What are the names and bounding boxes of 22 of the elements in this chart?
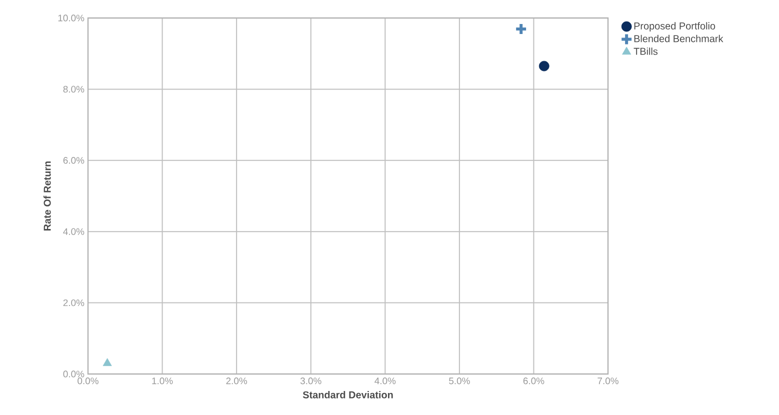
point xyxy=(102,358,112,366)
legend-label: Proposed Portfolio xyxy=(634,22,716,32)
x-tick-label: 4.0% xyxy=(374,378,396,384)
x-tick-label: 2.0% xyxy=(226,378,248,384)
y-tick-label: 4.0% xyxy=(63,228,84,235)
x-tick-label: 1.0% xyxy=(152,378,173,384)
point xyxy=(538,60,550,72)
x-tick-label: 3.0% xyxy=(300,378,322,384)
x-tick-label: 0.0% xyxy=(78,378,98,384)
y-tick-label: 0.0% xyxy=(63,370,84,378)
y-tick-label: 8.0% xyxy=(63,86,84,93)
x-tick-label: 6.0% xyxy=(523,378,544,384)
x-axis-title: Standard Deviation xyxy=(302,391,393,398)
y-axis-title: Rate Of Return xyxy=(43,161,51,230)
x-tick-label: 5.0% xyxy=(449,378,470,384)
y-tick-label: 2.0% xyxy=(63,299,84,306)
y-tick-label: 10.0% xyxy=(58,14,84,22)
point xyxy=(514,22,528,36)
x-tick-label: 7.0% xyxy=(598,378,618,384)
legend-label: TBills xyxy=(634,48,658,55)
y-tick-label: 6.0% xyxy=(63,157,84,164)
legend-label: Blended Benchmark xyxy=(634,34,724,42)
